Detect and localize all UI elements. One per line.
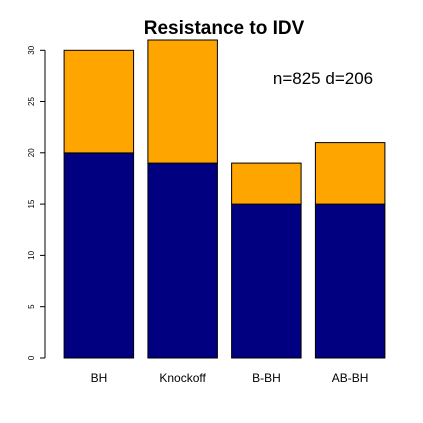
chart-title: Resistance to IDV: [144, 18, 305, 39]
bar-knockoff-segment-1: [147, 39, 218, 164]
y-tick-label: 15: [27, 199, 36, 208]
x-tick-label: BH: [91, 371, 108, 385]
bar-b-bh-segment-0: [231, 203, 302, 359]
chart-annotation: n=825 d=206: [273, 69, 373, 88]
y-tick-label: 10: [27, 250, 36, 259]
bar-bh-segment-1: [63, 49, 135, 154]
bar-ab-bh-segment-1: [314, 142, 386, 205]
y-tick-label: 30: [27, 45, 36, 54]
bar-ab-bh-segment-0: [314, 203, 386, 359]
y-tick-label: 5: [27, 304, 36, 309]
bars-group: [63, 39, 386, 359]
x-axis-labels: BH Knockoff B-BH AB-BH: [91, 371, 369, 385]
x-tick-label: B-BH: [252, 371, 281, 385]
bar-b-bh-segment-1: [231, 162, 302, 205]
bar-knockoff-segment-0: [147, 162, 218, 359]
y-tick-label: 0: [27, 355, 36, 360]
x-tick-label: AB-BH: [332, 371, 369, 385]
y-axis: 0 5 10 15 20 25 30: [27, 45, 46, 360]
y-tick-label: 20: [27, 148, 36, 157]
y-tick-label: 25: [27, 97, 36, 106]
x-tick-label: Knockoff: [159, 371, 206, 385]
bar-bh-segment-0: [63, 152, 135, 359]
